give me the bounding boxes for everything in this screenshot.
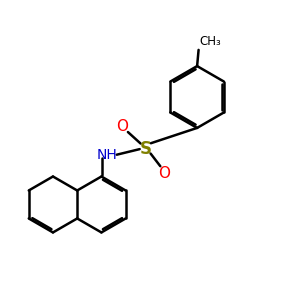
Text: NH: NH bbox=[97, 148, 118, 162]
Text: CH₃: CH₃ bbox=[200, 35, 221, 48]
Text: S: S bbox=[140, 140, 152, 158]
Text: O: O bbox=[158, 166, 170, 181]
Text: O: O bbox=[117, 118, 129, 134]
